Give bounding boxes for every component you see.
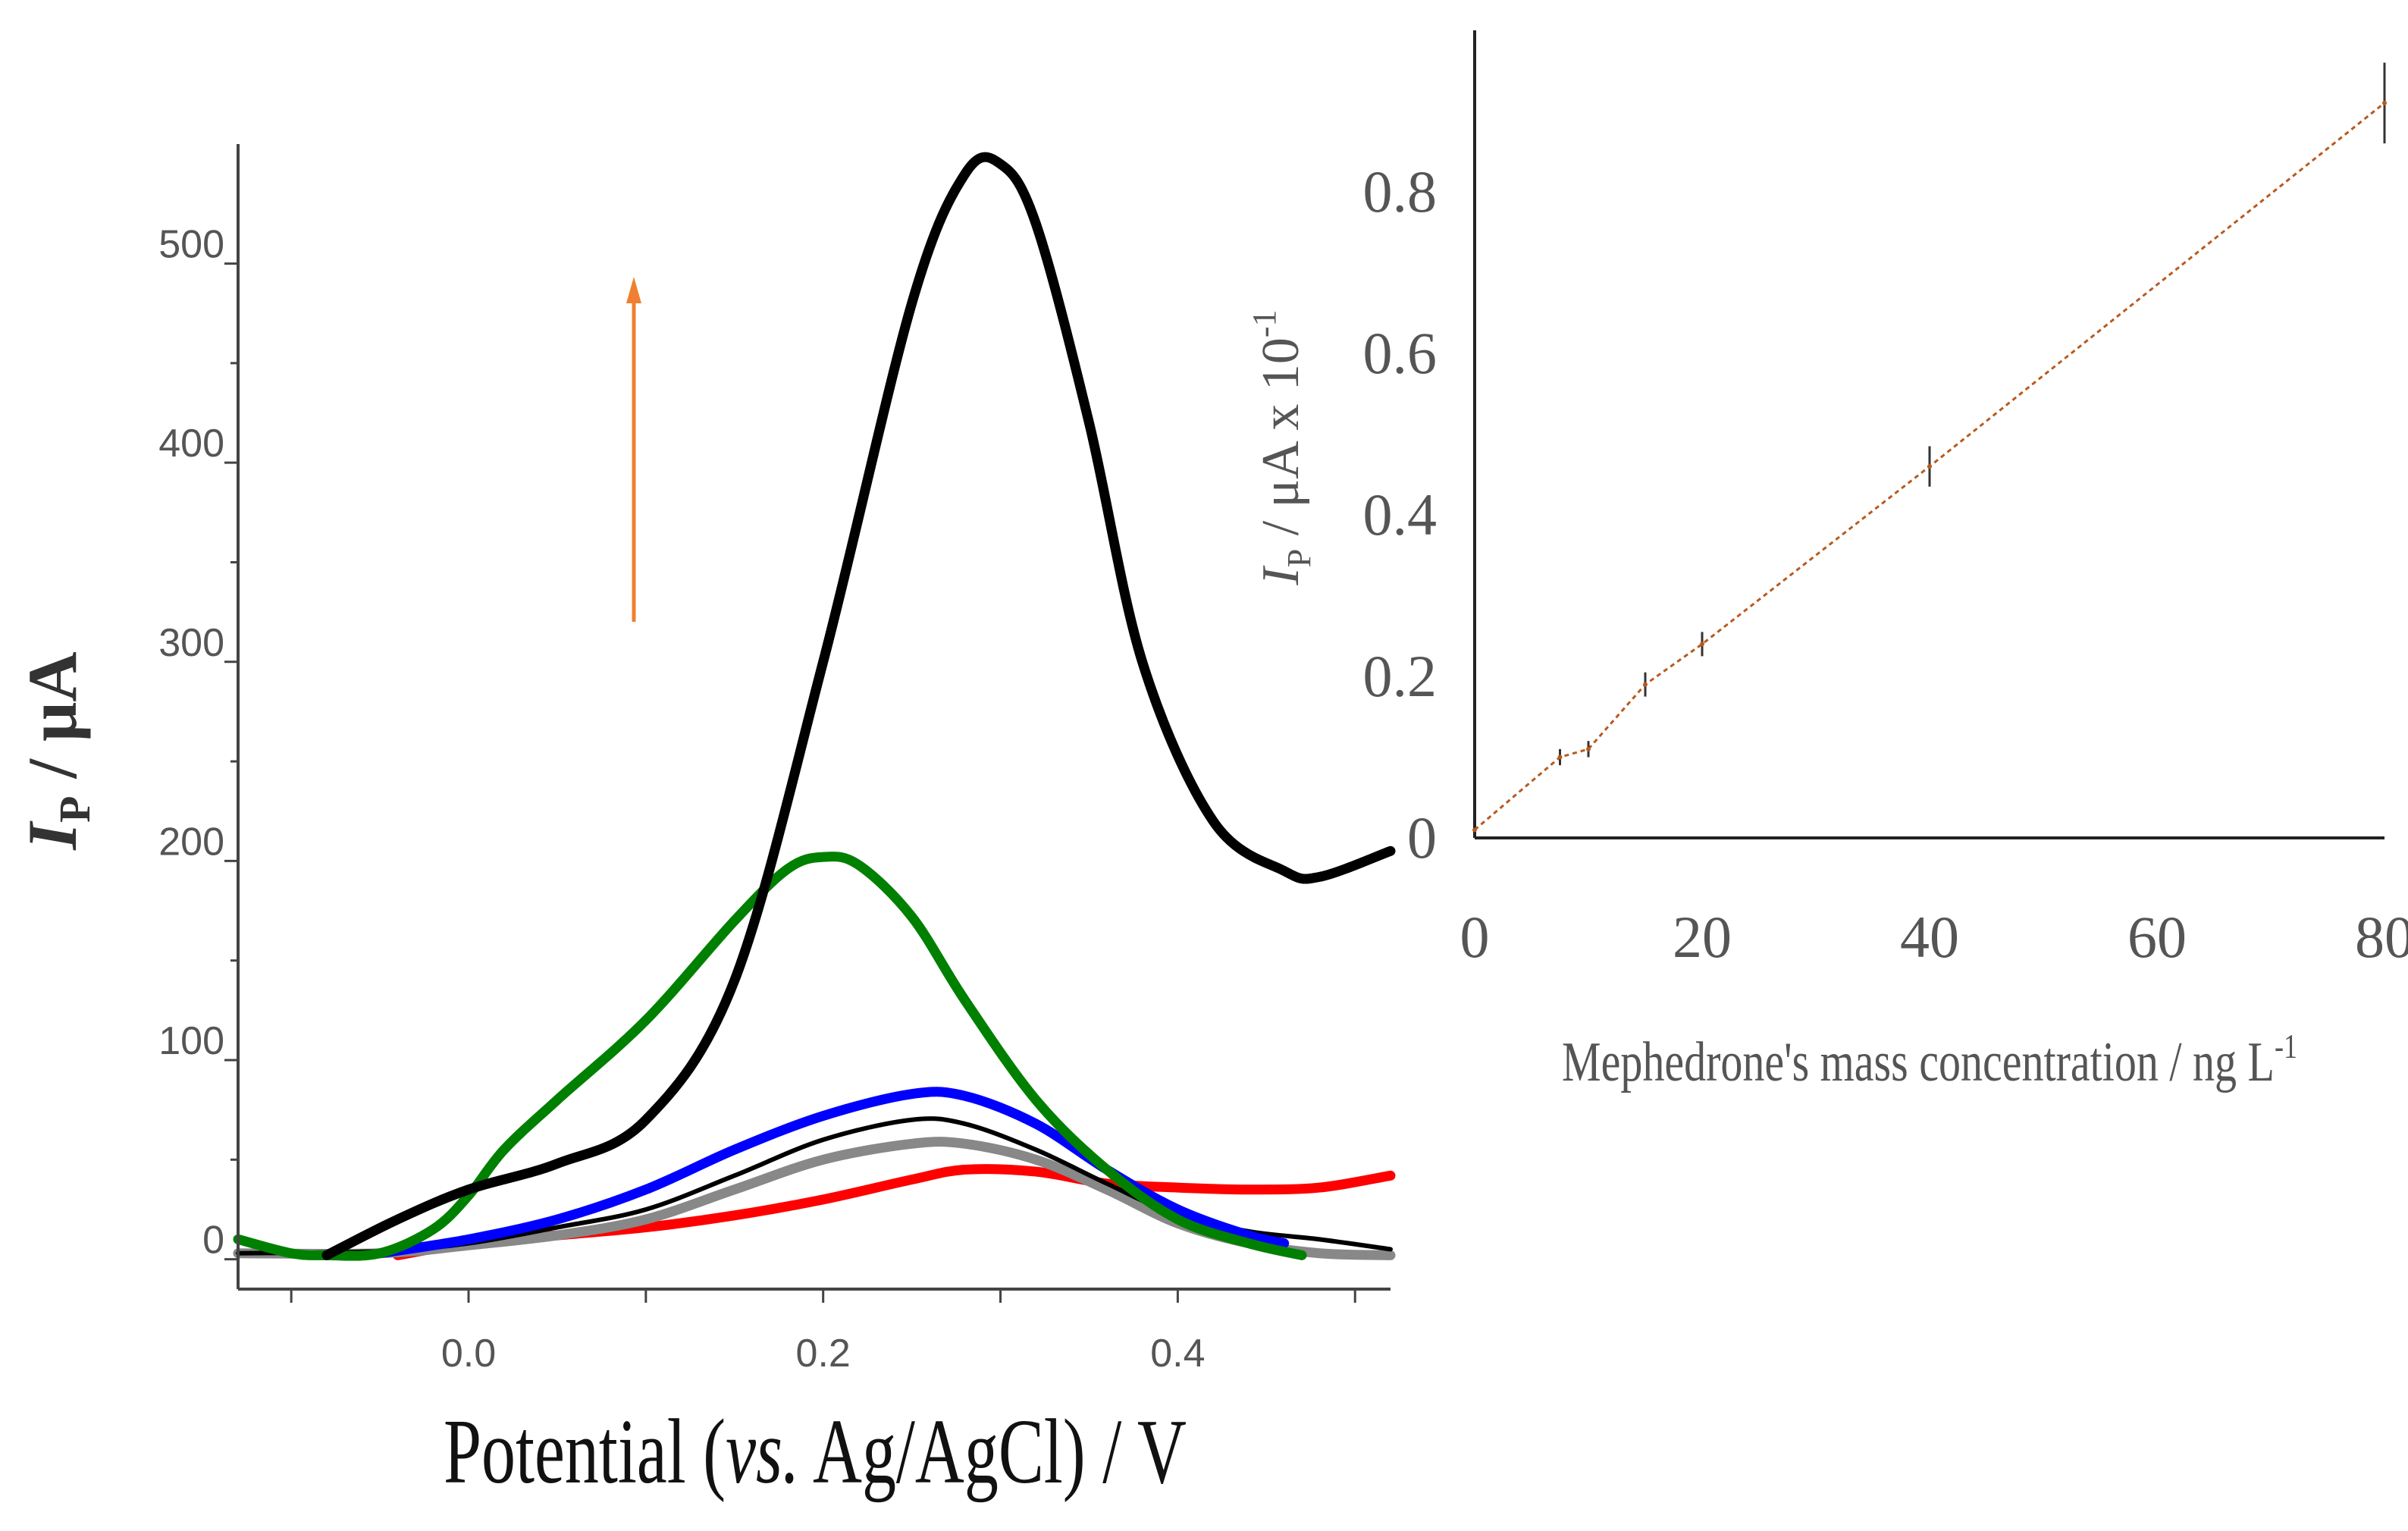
y-tick-label: 300 (158, 621, 224, 665)
y-tick-label: 400 (158, 422, 224, 466)
data-point (1927, 464, 1932, 469)
y-tick-label: 0 (1407, 805, 1437, 871)
y-tick-label: 100 (158, 1019, 224, 1063)
y-tick-label: 0 (202, 1219, 224, 1263)
x-tick-label: 0.0 (441, 1332, 496, 1376)
x-tick-label: 40 (1900, 904, 1959, 970)
left-x-axis-title: Potential (vs. Ag/AgCl) / V (444, 1401, 1187, 1503)
left-y-axis-title: IP / μA (14, 651, 99, 850)
x-tick-label: 0.2 (796, 1332, 851, 1376)
data-point (2382, 100, 2387, 105)
data-point (1586, 746, 1591, 751)
calibration-chart: 0 0.2 0.4 0.6 0.8 0 20 40 60 80 Mephedrone's mas… (1246, 30, 2408, 1093)
x-tick-label: 20 (1673, 904, 1732, 970)
y-tick-label: 0.4 (1363, 482, 1438, 547)
series-line-black-bold (321, 152, 1396, 1260)
left-series-group (233, 152, 1396, 1261)
y-tick-label: 0.8 (1363, 158, 1438, 224)
x-tick-label: 0 (1460, 904, 1490, 970)
y-tick-label: 0.2 (1363, 643, 1438, 709)
series-line-blue (375, 1087, 1290, 1259)
y-tick-label: 500 (158, 223, 224, 267)
right-x-axis-title: Mephedrone's mass concentration / ng L-1 (1562, 1027, 2297, 1093)
voltammogram-chart: 0 100 200 300 400 500 0.0 0.2 0.4 Potential (vs… (14, 144, 1396, 1503)
x-tick-label: 60 (2127, 904, 2187, 970)
left-y-ticks: 0 100 200 300 400 500 (158, 223, 238, 1263)
right-y-axis-title: IP / μA x 10-1 (1246, 309, 1318, 585)
right-x-ticks: 0 20 40 60 80 (1460, 904, 2408, 970)
arrow-head (626, 277, 641, 303)
series-line-green (233, 852, 1307, 1261)
data-point (1643, 682, 1648, 687)
x-tick-label: 0.4 (1150, 1332, 1205, 1376)
data-point (1700, 642, 1704, 647)
data-point (1557, 755, 1563, 760)
y-tick-label: 0.6 (1363, 320, 1438, 386)
data-point (1472, 827, 1477, 833)
concentration-arrow (626, 277, 641, 622)
y-tick-label: 200 (158, 820, 224, 864)
left-x-ticks: 0.0 0.2 0.4 (290, 1289, 1356, 1376)
right-y-ticks: 0 0.2 0.4 0.6 0.8 (1363, 158, 1438, 871)
x-tick-label: 80 (2355, 904, 2408, 970)
right-series-group (1472, 62, 2387, 833)
